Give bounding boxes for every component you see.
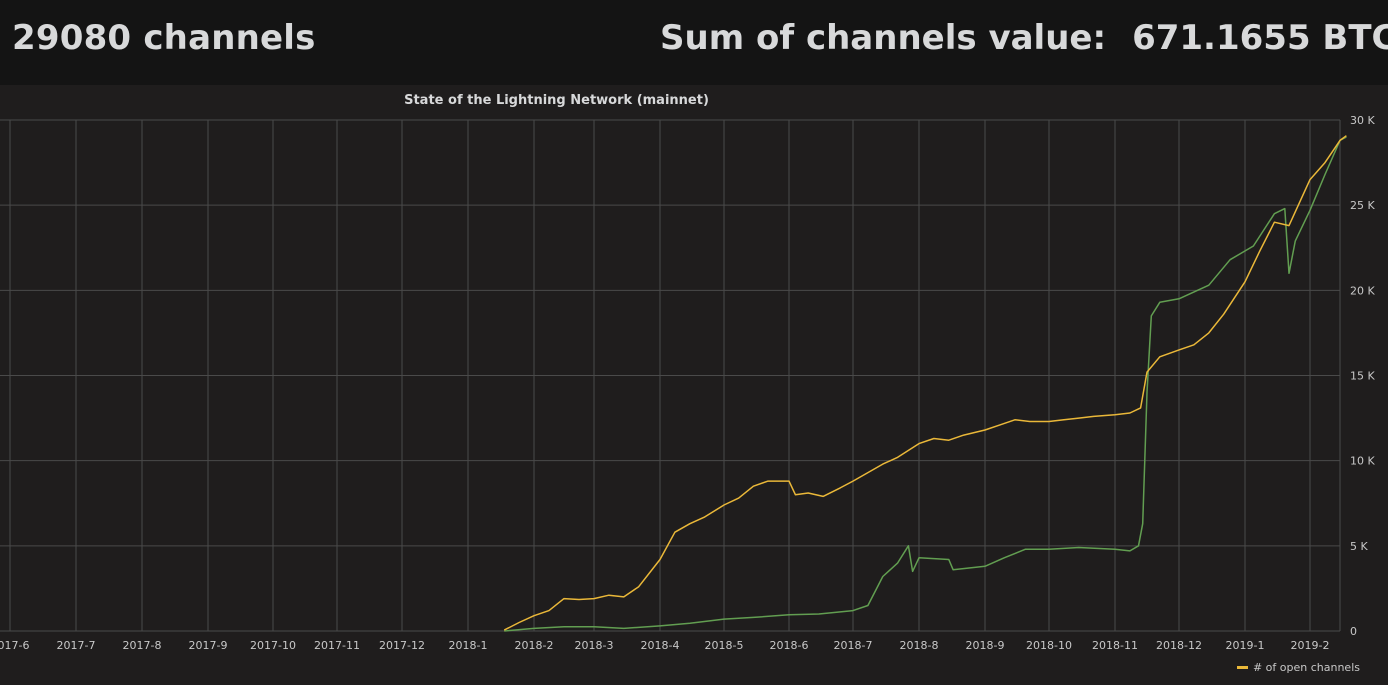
x-tick-label: 2018-4 xyxy=(641,639,680,652)
x-tick-label: 2018-12 xyxy=(1156,639,1202,652)
x-tick-label: 2018-6 xyxy=(770,639,809,652)
y-tick-label: 15 K xyxy=(1350,370,1375,383)
series-line-open-channels xyxy=(503,135,1347,631)
y-tick-label: 10 K xyxy=(1350,455,1375,468)
x-tick-label: 2017-7 xyxy=(57,639,96,652)
x-tick-label: 2018-3 xyxy=(575,639,614,652)
chart-title[interactable]: State of the Lightning Network (mainnet) xyxy=(404,93,709,108)
x-tick-label: 2018-8 xyxy=(900,639,939,652)
x-tick-label: 2018-5 xyxy=(705,639,744,652)
x-tick-label: 2018-1 xyxy=(449,639,488,652)
x-tick-label: 2017-11 xyxy=(314,639,360,652)
x-tick-label: 2019-2 xyxy=(1291,639,1330,652)
channels-value-amount: 671.1655 BTC xyxy=(1132,18,1388,58)
legend-label-open-channels: # of open channels xyxy=(1252,661,1360,674)
x-tick-label: 2017-9 xyxy=(189,639,228,652)
channels-value-label: Sum of channels value: xyxy=(660,18,1107,58)
x-tick-label: 2017-10 xyxy=(250,639,296,652)
y-tick-label: 25 K xyxy=(1350,199,1375,212)
channels-value-stat: Sum of channels value: 671.1655 BTC xyxy=(660,18,1388,58)
x-tick-label: 2018-9 xyxy=(966,639,1005,652)
y-tick-label: 0 xyxy=(1350,625,1357,638)
x-tick-label: 2018-7 xyxy=(834,639,873,652)
channels-count-stat: 29080 channels xyxy=(12,18,316,58)
series-line-secondary xyxy=(504,136,1347,632)
x-tick-label: 2019-1 xyxy=(1226,639,1265,652)
x-tick-label: 2018-11 xyxy=(1092,639,1138,652)
x-tick-label: 2018-10 xyxy=(1026,639,1072,652)
chart-legend[interactable]: # of open channels xyxy=(1236,661,1360,674)
y-tick-label: 5 K xyxy=(1350,540,1368,553)
x-tick-label: 2017-8 xyxy=(123,639,162,652)
y-tick-label: 30 K xyxy=(1350,114,1375,127)
stats-bar: 29080 channels Sum of channels value: 671… xyxy=(0,0,1388,85)
y-tick-label: 20 K xyxy=(1350,284,1375,297)
x-tick-label: 2017-6 xyxy=(0,639,29,652)
x-tick-label: 2017-12 xyxy=(379,639,425,652)
legend-swatch xyxy=(1236,666,1248,669)
x-tick-label: 2018-2 xyxy=(515,639,554,652)
chart-panel xyxy=(0,85,1388,685)
